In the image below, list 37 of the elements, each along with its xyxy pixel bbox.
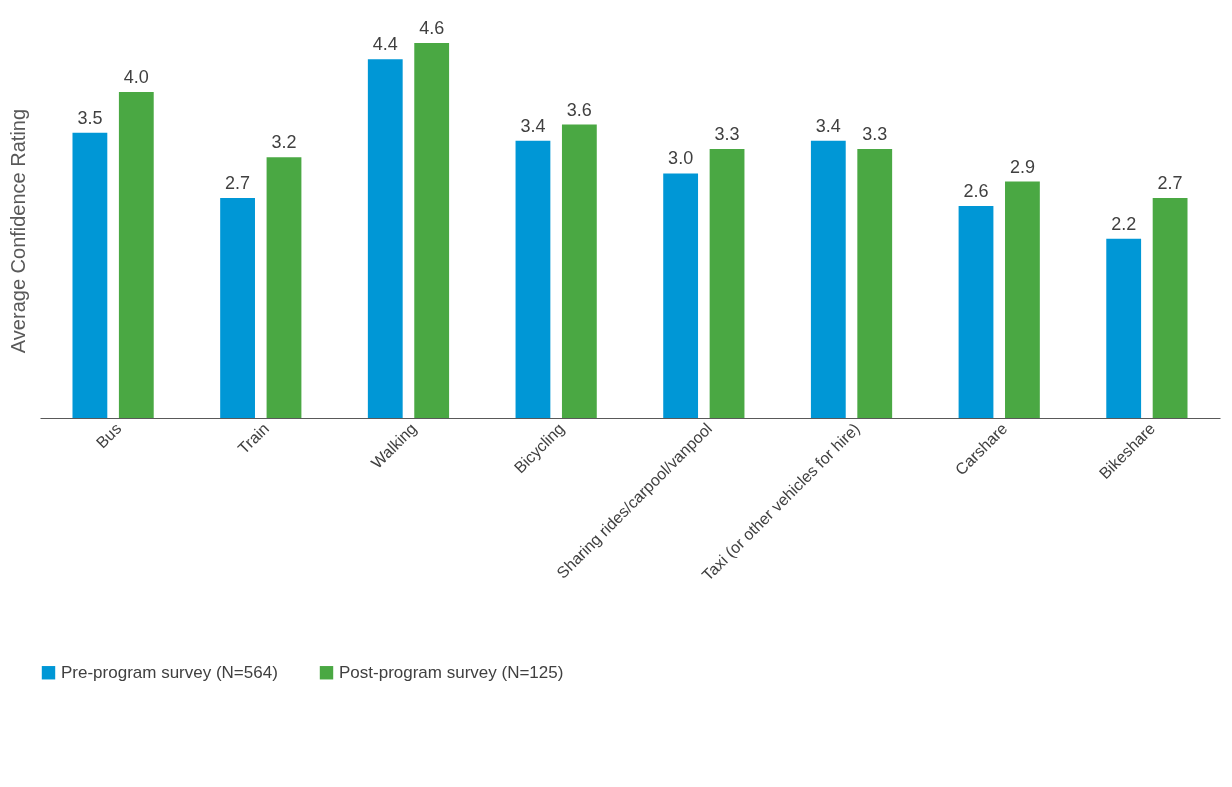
bar xyxy=(515,140,551,418)
data-label: 2.7 xyxy=(1157,172,1183,193)
bar xyxy=(663,173,699,418)
bar xyxy=(266,157,302,418)
bar xyxy=(1106,238,1142,418)
bar xyxy=(414,43,450,418)
data-label: 3.4 xyxy=(520,115,546,136)
legend-label: Post-program survey (N=125) xyxy=(339,662,564,682)
data-label: 3.2 xyxy=(271,132,297,153)
data-label: 4.0 xyxy=(123,66,149,87)
data-label: 2.7 xyxy=(225,172,251,193)
data-label: 2.9 xyxy=(1009,156,1035,177)
bar xyxy=(118,91,154,418)
bar xyxy=(709,148,745,418)
bar xyxy=(1005,181,1040,418)
data-label: 3.6 xyxy=(566,99,592,120)
bar xyxy=(958,206,994,418)
data-label: 3.5 xyxy=(77,107,103,128)
bar xyxy=(857,148,893,418)
data-label: 3.3 xyxy=(714,123,740,144)
data-label: 3.0 xyxy=(668,148,694,169)
y-axis-title: Average Confidence Rating xyxy=(6,108,29,354)
x-tick-label: Train xyxy=(234,419,273,458)
data-label: 3.3 xyxy=(862,123,888,144)
bar xyxy=(810,140,846,418)
data-label: 4.4 xyxy=(372,34,398,55)
bar xyxy=(72,132,108,418)
data-label: 3.4 xyxy=(815,115,841,136)
legend-label: Pre-program survey (N=564) xyxy=(61,662,278,682)
data-label: 2.6 xyxy=(963,181,989,202)
data-label: 4.6 xyxy=(419,18,445,38)
data-label: 2.2 xyxy=(1111,213,1137,234)
bar xyxy=(1152,197,1188,418)
x-tick-label: Bus xyxy=(92,419,125,452)
bar xyxy=(561,124,597,418)
bar xyxy=(220,197,255,418)
bar xyxy=(367,59,403,418)
